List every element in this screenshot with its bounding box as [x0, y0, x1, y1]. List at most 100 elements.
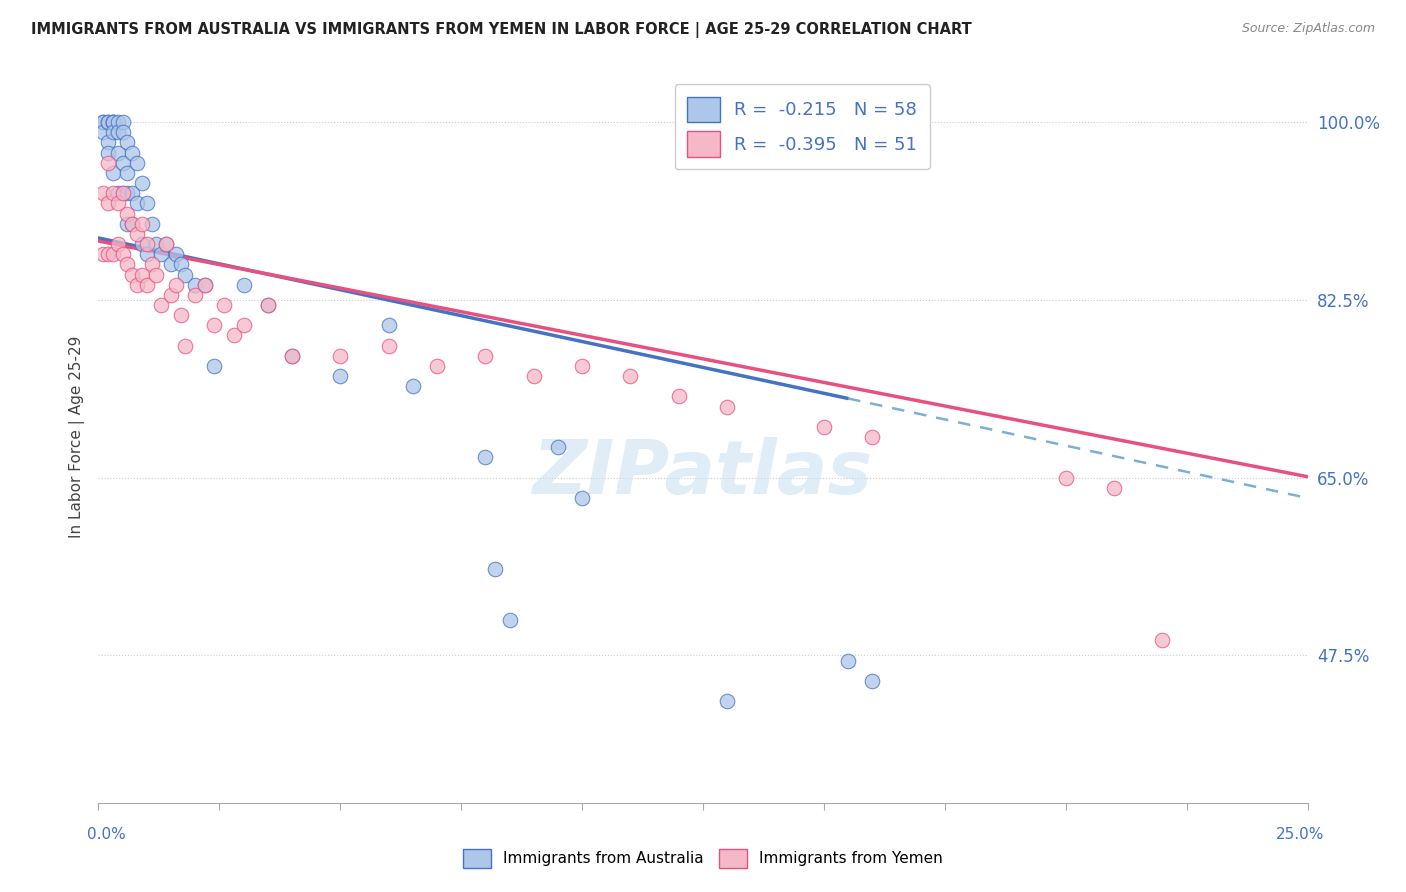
Point [111, 186, 134, 201]
Point [117, 186, 139, 201]
Point [474, 450, 496, 465]
Point [97, 145, 120, 160]
Point [174, 268, 197, 282]
Point [117, 257, 139, 271]
Point [111, 186, 134, 201]
Point [716, 694, 738, 708]
Point [547, 440, 569, 454]
Point [155, 237, 177, 252]
Point [101, 125, 124, 139]
Point [329, 349, 352, 363]
Point [174, 338, 197, 352]
Point [160, 257, 183, 271]
Point [165, 247, 187, 261]
Point [281, 349, 304, 363]
Point [860, 430, 883, 444]
Point [135, 247, 157, 261]
Point [837, 654, 859, 668]
Point [121, 268, 143, 282]
Point [91, 115, 114, 129]
Point [571, 359, 593, 373]
Point [111, 115, 134, 129]
Point [860, 673, 883, 688]
Point [135, 196, 157, 211]
Point [127, 227, 149, 241]
Point [194, 277, 217, 292]
Point [377, 318, 399, 333]
Point [232, 318, 254, 333]
Point [127, 277, 149, 292]
Point [111, 247, 134, 261]
Legend: Immigrants from Australia, Immigrants from Yemen: Immigrants from Australia, Immigrants fr… [457, 843, 949, 873]
Point [155, 237, 177, 252]
Point [131, 237, 153, 252]
Point [97, 136, 120, 150]
Point [184, 277, 207, 292]
Point [91, 115, 114, 129]
Point [91, 186, 114, 201]
Point [256, 298, 278, 312]
Point [169, 257, 191, 271]
Point [145, 237, 167, 252]
Point [141, 217, 163, 231]
Point [107, 196, 129, 211]
Point [131, 217, 153, 231]
Text: 25.0%: 25.0% [1277, 827, 1324, 841]
Point [402, 379, 425, 393]
Y-axis label: In Labor Force | Age 25-29: In Labor Force | Age 25-29 [69, 336, 84, 538]
Point [111, 155, 134, 169]
Point [184, 288, 207, 302]
Point [1102, 481, 1125, 495]
Point [117, 166, 139, 180]
Point [141, 257, 163, 271]
Point [127, 196, 149, 211]
Point [121, 186, 143, 201]
Point [91, 125, 114, 139]
Point [329, 369, 352, 384]
Point [97, 247, 120, 261]
Point [1152, 633, 1174, 648]
Text: Source: ZipAtlas.com: Source: ZipAtlas.com [1241, 22, 1375, 36]
Point [169, 308, 191, 322]
Point [121, 217, 143, 231]
Point [131, 268, 153, 282]
Point [97, 155, 120, 169]
Point [474, 349, 496, 363]
Point [121, 145, 143, 160]
Point [484, 562, 506, 576]
Point [117, 217, 139, 231]
Point [107, 186, 129, 201]
Point [571, 491, 593, 505]
Point [145, 268, 167, 282]
Point [498, 613, 520, 627]
Point [160, 288, 183, 302]
Point [150, 298, 173, 312]
Text: IMMIGRANTS FROM AUSTRALIA VS IMMIGRANTS FROM YEMEN IN LABOR FORCE | AGE 25-29 CO: IMMIGRANTS FROM AUSTRALIA VS IMMIGRANTS … [31, 22, 972, 38]
Point [97, 196, 120, 211]
Point [131, 176, 153, 190]
Point [107, 115, 129, 129]
Point [121, 217, 143, 231]
Point [107, 145, 129, 160]
Point [101, 247, 124, 261]
Point [101, 115, 124, 129]
Point [523, 369, 546, 384]
Point [117, 206, 139, 220]
Point [97, 115, 120, 129]
Point [107, 237, 129, 252]
Point [668, 389, 690, 403]
Point [212, 298, 235, 312]
Point [165, 277, 187, 292]
Point [101, 186, 124, 201]
Point [222, 328, 245, 343]
Point [204, 359, 226, 373]
Point [232, 277, 254, 292]
Point [377, 338, 399, 352]
Point [91, 247, 114, 261]
Point [256, 298, 278, 312]
Text: ZIPatlas: ZIPatlas [533, 437, 873, 510]
Point [150, 247, 173, 261]
Point [1054, 471, 1077, 485]
Point [813, 420, 835, 434]
Point [127, 155, 149, 169]
